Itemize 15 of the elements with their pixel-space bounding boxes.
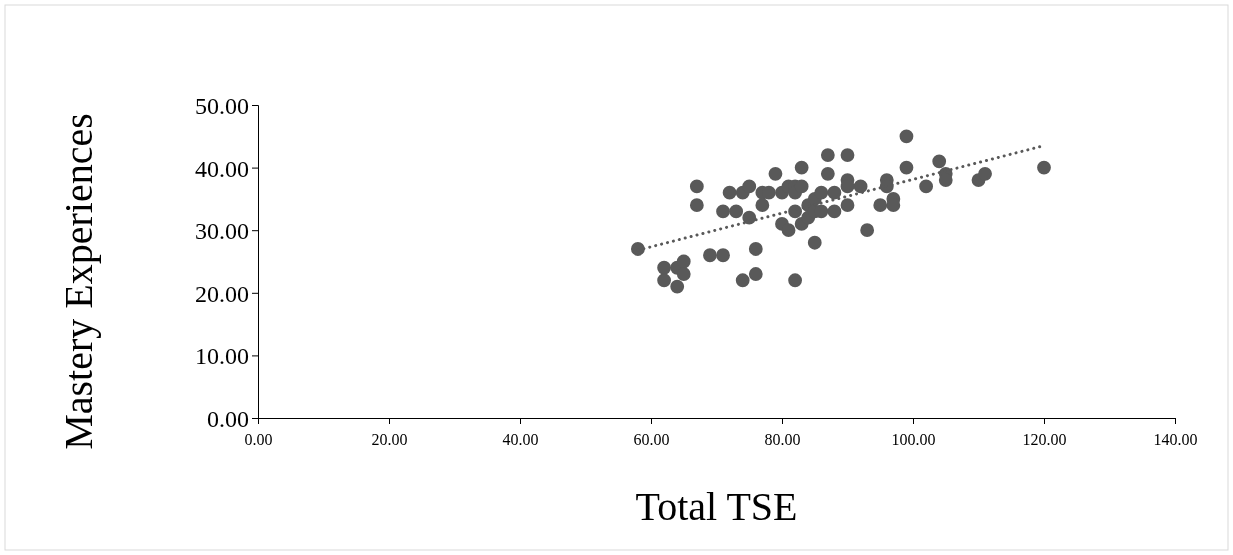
y-tick-label: 20.00 [195, 280, 249, 307]
x-tick-label: 60.00 [633, 430, 670, 448]
x-tick-label: 20.00 [371, 430, 408, 448]
x-tick-label: 100.00 [891, 430, 936, 448]
y-tick-label: 50.00 [195, 92, 249, 119]
y-tick-label: 40.00 [195, 155, 249, 182]
x-axis-title: Total TSE [635, 484, 798, 529]
x-tick-label: 40.00 [502, 430, 539, 448]
x-tick-label: 120.00 [1022, 430, 1067, 448]
x-tick-label: 0.00 [244, 430, 273, 448]
x-tick-label: 80.00 [764, 430, 801, 448]
y-tick-label: 10.00 [195, 343, 249, 370]
y-axis-title: Mastery Experiences [56, 113, 101, 450]
x-tick-label: 140.00 [1153, 430, 1198, 448]
y-tick-label: 30.00 [195, 218, 249, 245]
